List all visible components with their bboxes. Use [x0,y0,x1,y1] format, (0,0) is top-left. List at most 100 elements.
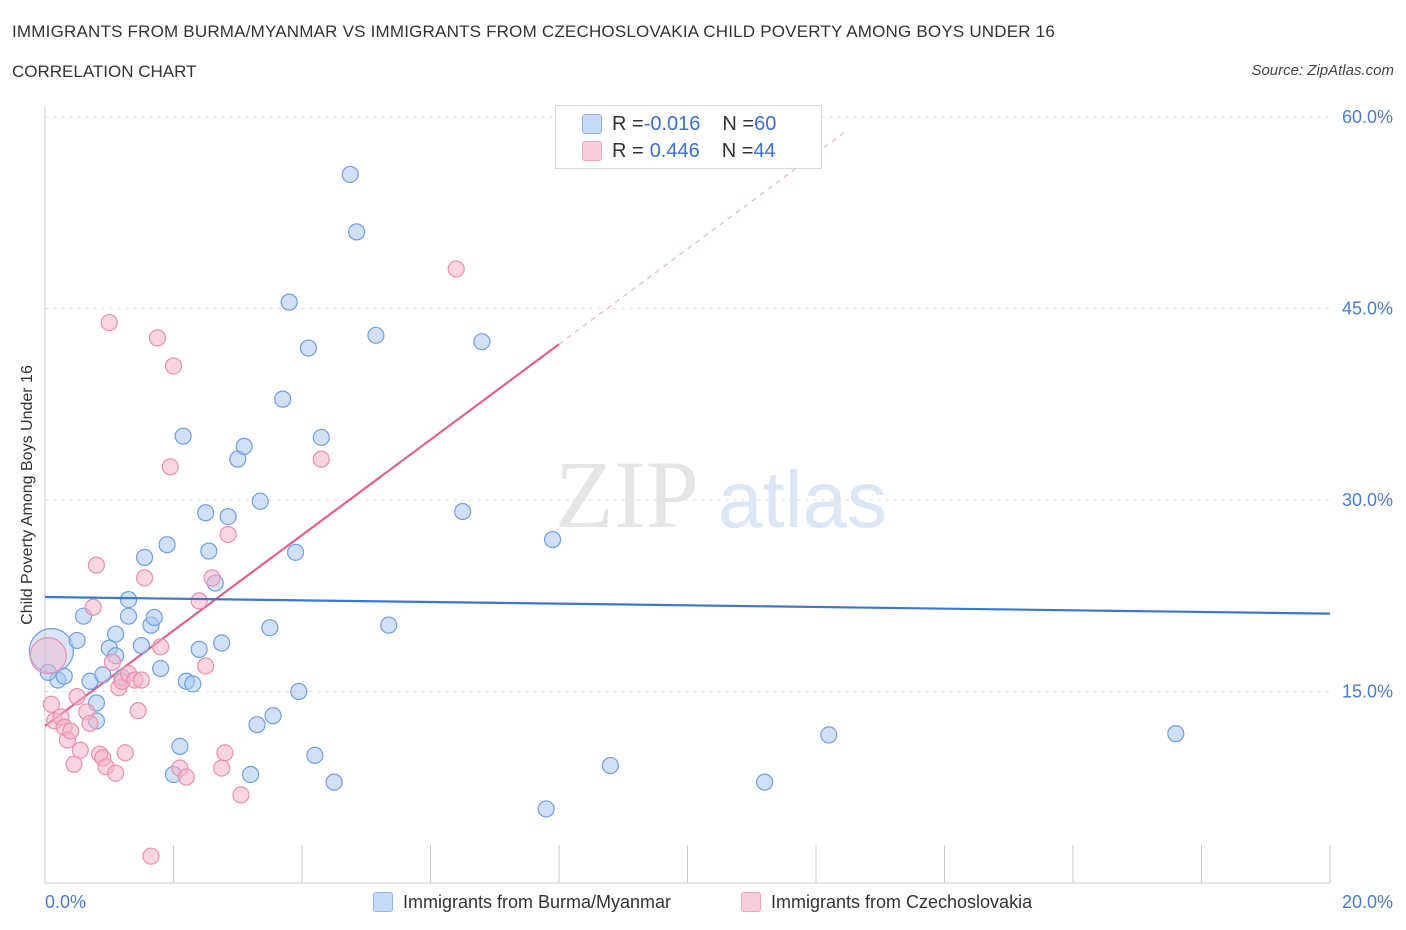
data-point-burma [601,756,620,775]
data-point-burma [341,165,359,184]
data-point-czechoslovakia [312,450,330,468]
chart-subtitle: CORRELATION CHART [12,62,197,81]
data-point-burma [135,548,154,567]
data-point-burma [543,530,562,549]
data-point-czechoslovakia [148,329,167,347]
data-point-burma [537,800,555,818]
data-point-czechoslovakia [81,714,99,733]
trendline-czechoslovakia [44,129,849,727]
bottom-legend-burma: Immigrants from Burma/Myanmar [373,890,671,914]
data-point-burma [213,634,231,652]
data-point-burma [248,716,266,734]
data-point-czechoslovakia [71,741,89,759]
data-point-czechoslovakia [84,598,102,616]
data-point-burma [367,326,385,344]
data-point-burma [286,543,305,561]
data-point-czechoslovakia [107,764,125,782]
y-tick-label: 60.0% [1342,107,1393,127]
data-point-burma [184,675,202,693]
data-point-burma [454,502,472,521]
tick-labels: 15.0% 30.0% 45.0% 60.0% 0.0% 20.0% [45,107,1393,912]
data-point-czechoslovakia [161,458,179,476]
data-point-burma [306,746,324,764]
data-point-burma [190,640,208,658]
data-point-burma [174,427,192,445]
trendline-burma [44,595,1331,615]
data-point-czechoslovakia [116,744,134,762]
data-point-czechoslovakia [190,592,208,610]
legend-n-value-czechoslovakia: 44 [753,139,776,162]
data-point-burma [299,339,318,357]
data-point-czechoslovakia [87,556,106,574]
legend-row-czechoslovakia: R = 0.446 N = 44 [582,138,776,164]
data-point-burma [219,507,237,526]
data-point-burma [261,619,279,637]
legend-r-value-czechoslovakia: 0.446 [649,139,700,162]
data-point-burma [473,333,491,351]
source-credit: Source: ZipAtlas.com [1251,62,1394,79]
bottom-legend-czechoslovakia: Immigrants from Czechoslovakia [741,890,1032,914]
data-point-czechoslovakia [132,671,150,689]
data-point-czechoslovakia [447,260,465,278]
data-point-burma [197,504,215,522]
data-point-burma [274,390,292,408]
data-point-czechoslovakia [65,755,83,773]
points-burma [28,165,1185,818]
data-point-czechoslovakia [152,638,170,656]
data-point-burma [290,682,308,701]
data-point-burma [200,542,218,560]
data-point-burma [152,659,170,678]
y-tick-label: 30.0% [1342,490,1393,510]
legend-n-label: N = [722,112,755,135]
data-point-burma [312,428,330,447]
data-point-burma [68,631,86,650]
data-point-czechoslovakia [129,702,147,720]
legend-n-label: N = [721,139,754,162]
data-point-burma [235,437,253,455]
data-point-burma [94,666,112,684]
legend-n-value-burma: 60 [754,112,777,135]
data-point-czechoslovakia [135,569,154,587]
data-point-burma [145,608,163,627]
data-point-czechoslovakia [103,653,122,671]
data-point-burma [380,616,398,634]
legend-row-burma: R = -0.016 N = 60 [582,111,776,137]
data-point-czechoslovakia [68,688,86,706]
legend-r-label: R = [612,139,644,162]
legend-swatch-czechoslovakia [582,141,602,161]
y-tick-label: 15.0% [1342,682,1393,702]
data-point-burma [119,607,138,625]
data-point-burma [264,707,282,725]
data-point-burma [820,726,838,744]
data-point-burma [755,773,774,791]
legend-r-value-burma: -0.016 [643,112,701,135]
chart-title: IMMIGRANTS FROM BURMA/MYANMAR VS IMMIGRA… [12,22,1055,41]
data-point-burma [325,773,343,791]
x-tick-label: 0.0% [45,892,86,912]
data-point-burma [251,492,269,510]
data-point-burma [280,293,298,311]
y-tick-label: 45.0% [1342,299,1393,319]
data-point-czechoslovakia [62,722,80,740]
data-point-burma [1167,725,1185,743]
data-point-czechoslovakia [142,847,160,865]
data-point-czechoslovakia [203,569,221,587]
points-czechoslovakia [29,260,465,865]
data-point-burma [242,765,260,784]
data-point-burma [119,590,138,609]
correlation-legend: R = -0.016 N = 60 R = 0.446 N = 44 [555,105,822,169]
bottom-legend-swatch-burma [373,892,393,912]
data-point-czechoslovakia [100,313,118,332]
data-point-burma [55,667,73,685]
data-point-czechoslovakia [232,786,250,804]
bottom-legend-swatch-czechoslovakia [741,892,761,912]
data-point-czechoslovakia [164,357,183,375]
data-point-czechoslovakia [177,768,195,786]
axes [44,107,1331,884]
watermark-atlas: atlas [718,455,887,544]
bottom-legend-label-burma: Immigrants from Burma/Myanmar [403,891,672,912]
data-point-czechoslovakia [42,695,61,713]
data-point-burma [132,636,150,655]
data-point-burma [171,737,189,755]
